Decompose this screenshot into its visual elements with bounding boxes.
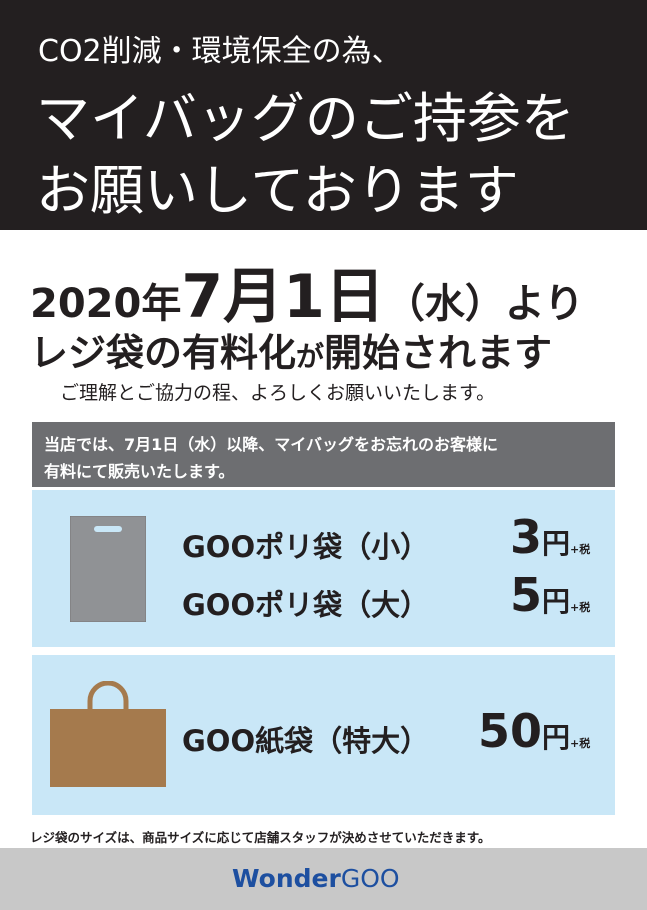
logo-part: Wonder <box>232 864 341 893</box>
price-unit: 円 <box>542 527 571 560</box>
notice-line: 有料にて販売いたします。 <box>44 462 235 481</box>
bag <box>50 709 166 787</box>
price-tax: +税 <box>570 601 591 614</box>
header-line: CO2削減・環境保全の為、 <box>38 34 402 69</box>
headline-part: が <box>296 340 325 373</box>
logo: Wonder GOO <box>232 864 400 893</box>
price-value: 5 <box>510 568 543 622</box>
plastic-box <box>32 490 615 647</box>
header-line: マイバッグのご持参を <box>36 87 575 150</box>
item-name: GOOポリ袋（大） <box>182 588 430 622</box>
item-name: GOO紙袋（特大） <box>182 724 430 758</box>
header-line: お願いしております <box>36 159 519 222</box>
price-unit: 円 <box>542 721 571 754</box>
headline-part: 開始されます <box>324 331 553 375</box>
price-tax: +税 <box>570 543 591 556</box>
paper-box <box>32 655 615 815</box>
price-value: 3 <box>510 510 543 564</box>
date-part: 7月1日 <box>181 262 385 332</box>
price-tax: +税 <box>570 737 591 750</box>
price-unit: 円 <box>542 585 571 618</box>
bag-handle <box>94 526 122 532</box>
item-price: 5 円 +税 <box>510 568 590 622</box>
notice: 当店では、7月1日（水）以降、マイバッグをお忘れのお客様に 有料にて販売いたしま… <box>32 422 615 487</box>
price-value: 50 <box>478 704 543 758</box>
plastic-bag-icon <box>70 516 146 622</box>
footer: Wonder GOO <box>0 848 647 910</box>
logo-part: GOO <box>340 864 400 893</box>
item-price: 50 円 +税 <box>478 704 590 758</box>
bag <box>70 516 146 622</box>
item-price: 3 円 +税 <box>510 510 590 564</box>
headline-part: レジ袋の有料化 <box>30 331 297 375</box>
item-name: GOOポリ袋（小） <box>182 530 430 564</box>
headline: レジ袋の有料化 が 開始されます <box>30 322 552 377</box>
date-part: 2020年 <box>30 281 182 327</box>
notice-line: 当店では、7月1日（水）以降、マイバッグをお忘れのお客様に <box>44 435 498 454</box>
header: CO2削減・環境保全の為、 マイバッグのご持参を お願いしております <box>0 0 647 230</box>
date-part: （水）より <box>384 281 585 327</box>
bag-handle <box>87 681 129 709</box>
paper-bag-icon <box>50 681 166 787</box>
footnote: レジ袋のサイズは、商品サイズに応じて店舗スタッフが決めさせていただきます。 <box>30 830 491 845</box>
date: 2020年 7月1日 （水）より <box>30 248 584 335</box>
request: ご理解とご協力の程、よろしくお願いいたします。 <box>60 382 496 404</box>
